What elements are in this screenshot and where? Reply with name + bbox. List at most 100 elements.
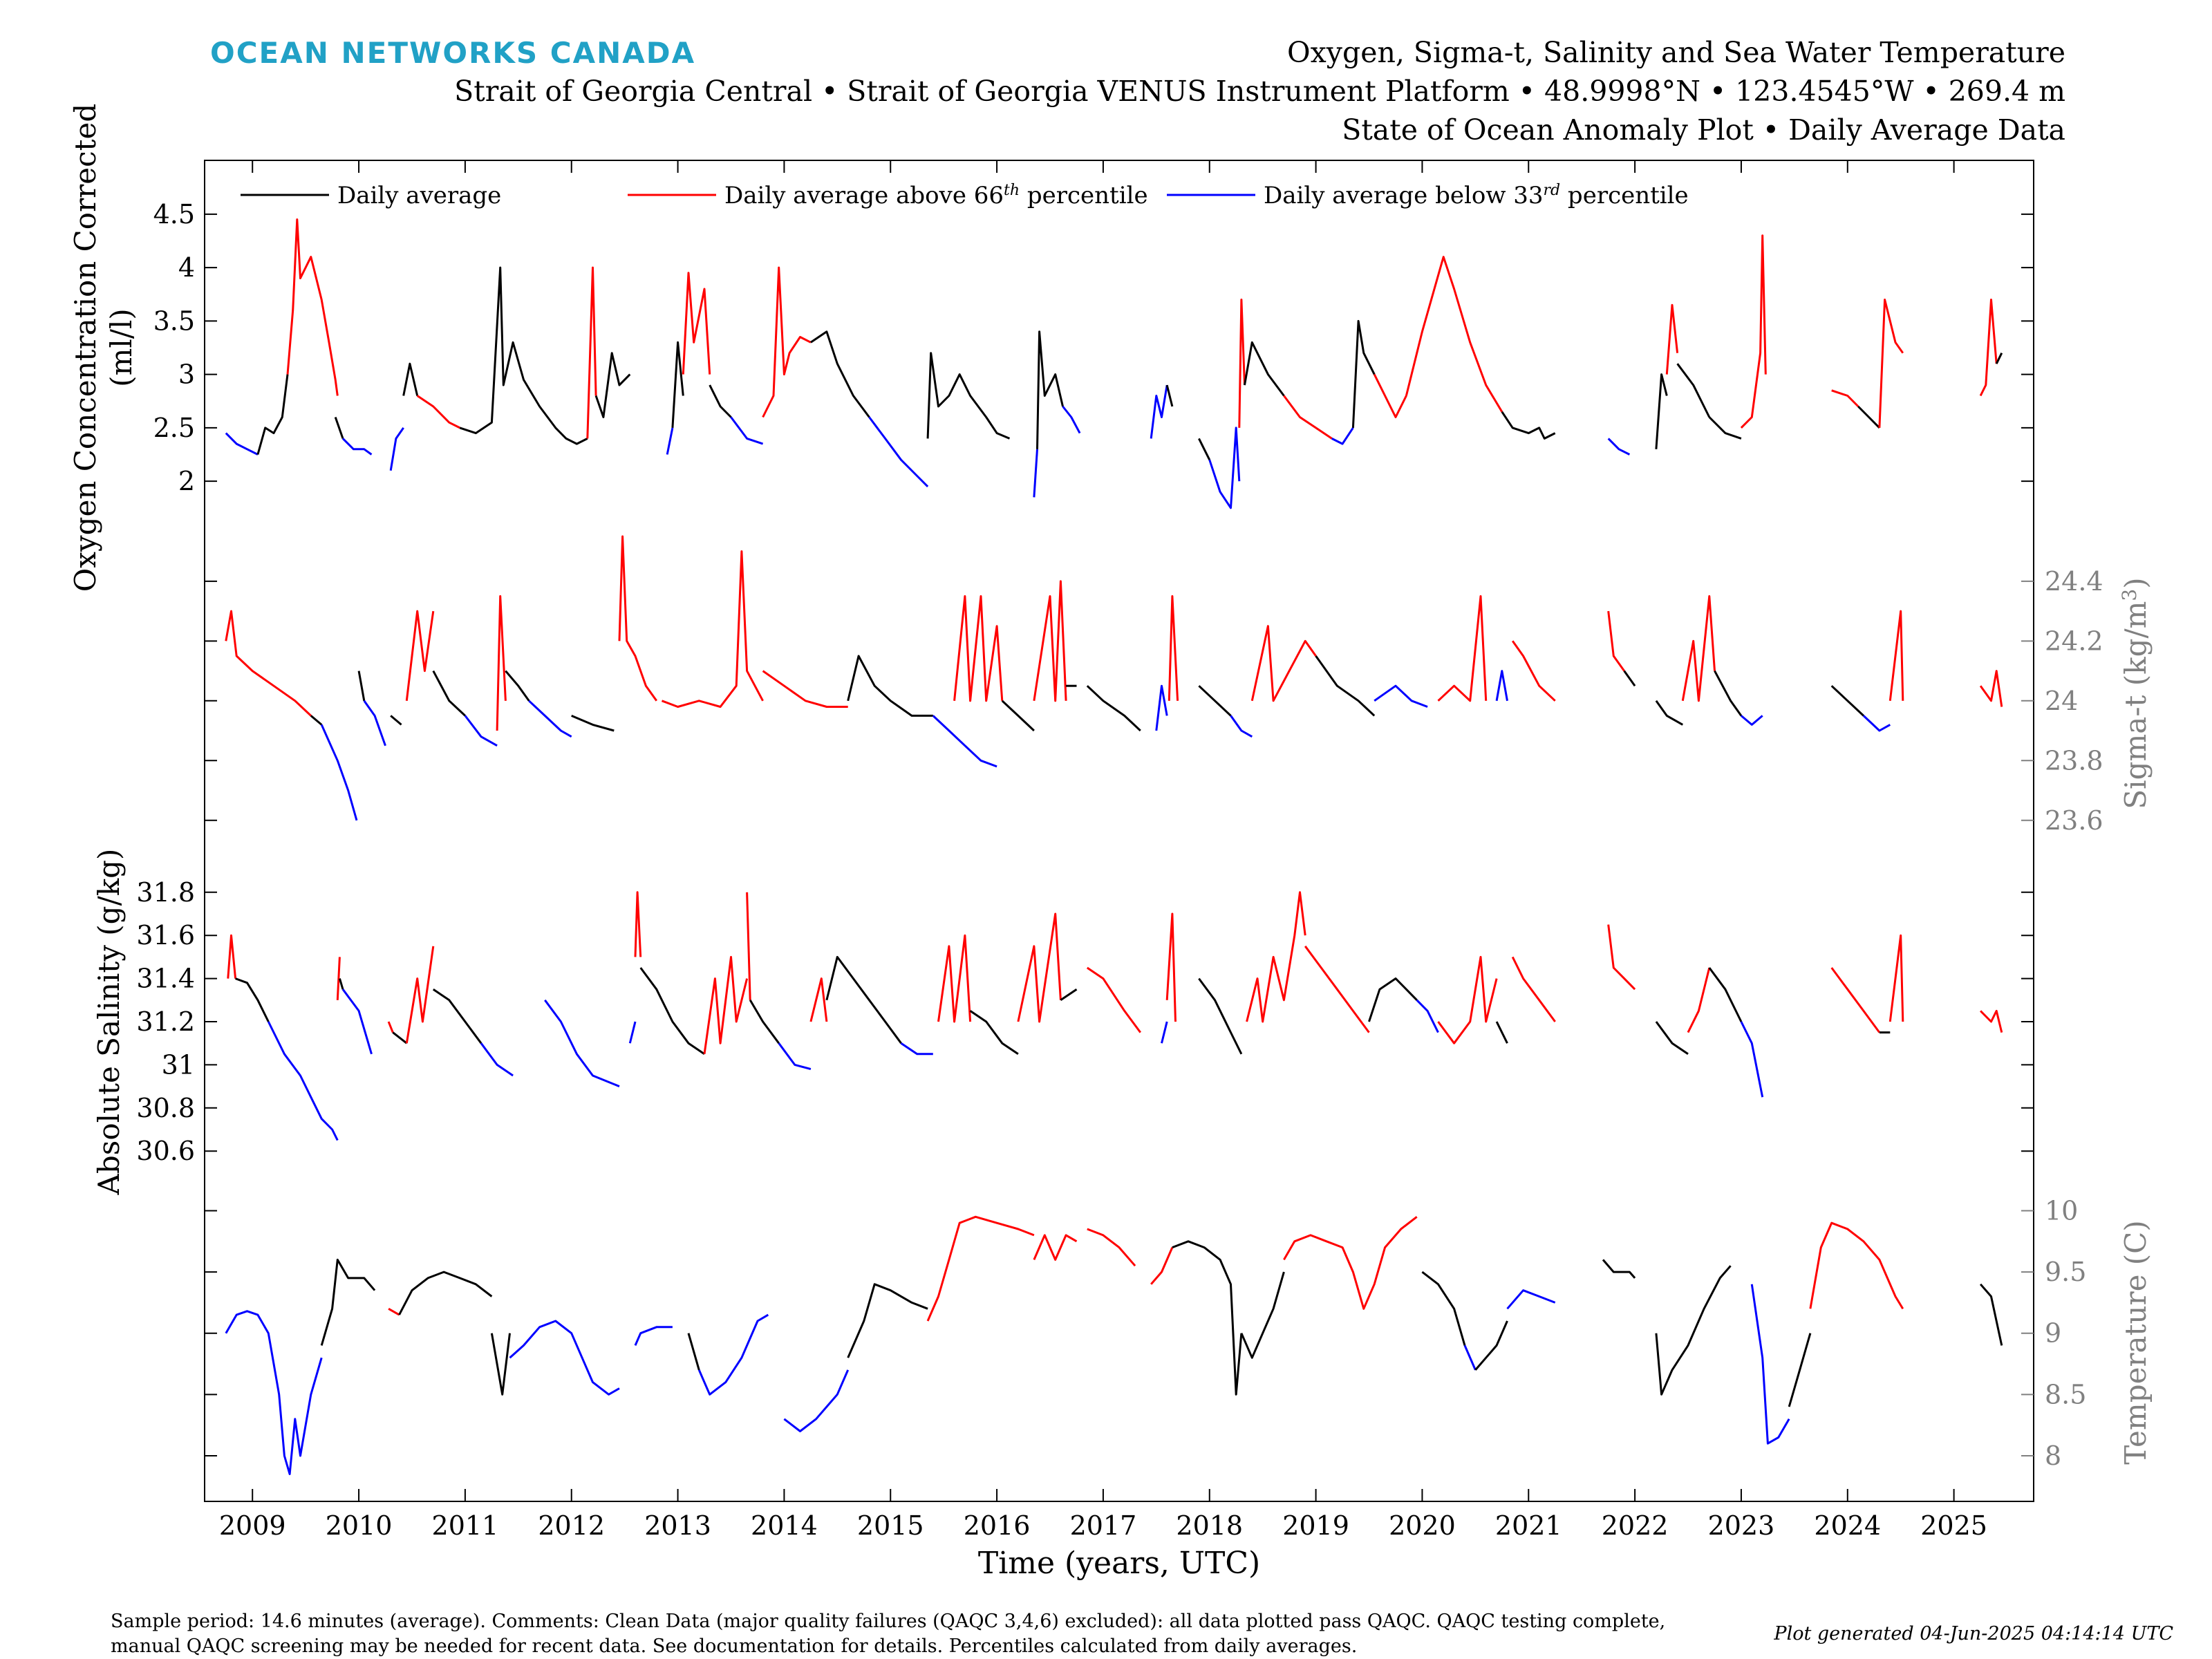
x-axis-label: Time (years, UTC) — [978, 1546, 1260, 1581]
plot-subtitle-location: Strait of Georgia Central • Strait of Ge… — [454, 75, 2065, 108]
series-segment-n — [390, 715, 402, 726]
series-segment-n — [1857, 405, 1880, 429]
x-tick-label: 2021 — [1495, 1510, 1562, 1541]
series-segment-r — [1607, 924, 1636, 991]
series-segment-b — [528, 700, 572, 738]
x-tick-label: 2010 — [326, 1510, 393, 1541]
series-segment-n — [1495, 1021, 1508, 1044]
series-segment-n — [1165, 384, 1174, 407]
series-segment-n — [847, 655, 933, 717]
series-segment-b — [341, 988, 373, 1055]
series-segment-r — [1017, 912, 1062, 1023]
series-segment-n — [1995, 353, 2003, 364]
y-tick-label: 4 — [178, 252, 195, 283]
series-segment-n — [459, 266, 588, 445]
series-segment-r — [387, 1021, 394, 1033]
x-tick-label: 2013 — [644, 1510, 711, 1541]
series-segment-r — [1304, 945, 1370, 1033]
series-segment-b — [363, 700, 386, 747]
y-tick-label: 9 — [2045, 1318, 2061, 1349]
series-segment-n — [320, 1258, 376, 1346]
y-axis-label-units: (ml/l) — [104, 308, 138, 387]
series-segment-b — [225, 1310, 323, 1475]
series-segment-b — [778, 1042, 812, 1071]
y-tick-label: 8 — [2045, 1441, 2061, 1471]
plot-generated-timestamp: Plot generated 04-Jun-2025 04:14:14 UTC — [1774, 1623, 2173, 1644]
plot-title: Oxygen, Sigma-t, Salinity and Sea Water … — [1287, 36, 2065, 69]
series-segment-r — [926, 1215, 1035, 1322]
y-tick-label: 30.6 — [136, 1136, 195, 1166]
series-segment-r — [618, 535, 658, 702]
series-segment-b — [1208, 427, 1241, 509]
series-segment-n — [671, 341, 684, 428]
series-segment-n — [1623, 670, 1636, 687]
series-segment-n — [490, 1333, 511, 1396]
series-segment-b — [1463, 1344, 1477, 1371]
footer-comment-line2: manual QAQC screening may be needed for … — [111, 1635, 1358, 1657]
series-segment-r — [1373, 373, 1407, 418]
series-segment-r — [1150, 1247, 1174, 1285]
series-segment-n — [571, 715, 615, 732]
series-segment-n — [1655, 1021, 1689, 1056]
series-segment-r — [809, 977, 828, 1022]
series-segment-r — [634, 891, 642, 957]
series-segment-b — [932, 715, 997, 768]
series-segment-r — [1830, 967, 1881, 1033]
series-segment-n — [1172, 1240, 1243, 1396]
x-tick-label: 2011 — [432, 1510, 499, 1541]
series-segment-n — [402, 362, 419, 396]
y-tick-label: 3.5 — [153, 306, 195, 336]
series-segment-r — [1740, 234, 1767, 429]
series-segment-b — [868, 416, 929, 487]
series-segment-n — [235, 977, 270, 1022]
series-segment-b — [1161, 1021, 1168, 1044]
series-segment-n — [1086, 685, 1141, 732]
series-segment-n — [687, 1333, 700, 1371]
y-tick-label: 24.4 — [2045, 566, 2103, 597]
series-segment-r — [496, 595, 507, 731]
series-segment-b — [1495, 670, 1508, 702]
series-segment-n — [1198, 977, 1243, 1055]
series-segment-b — [267, 1021, 339, 1141]
series-segment-b — [389, 427, 404, 471]
x-tick-label: 2019 — [1282, 1510, 1349, 1541]
series-segment-n — [1421, 1271, 1466, 1346]
y-tick-label: 31 — [162, 1049, 195, 1080]
series-segment-n — [505, 670, 530, 702]
series-segment-b — [730, 416, 764, 445]
series-segment-n — [1198, 685, 1232, 717]
series-segment-n — [1602, 1259, 1636, 1279]
y-axis-label: Absolute Salinity (g/kg) — [92, 849, 126, 1196]
y-tick-label: 4.5 — [153, 199, 195, 229]
series-segment-b — [1416, 999, 1439, 1033]
series-segment-n — [1708, 416, 1742, 440]
y-tick-label: 2 — [178, 466, 195, 496]
series-segment-r — [405, 610, 435, 701]
series-segment-b — [480, 1042, 514, 1077]
series-segment-r — [336, 957, 341, 1000]
series-segment-r — [1087, 1228, 1136, 1267]
series-segment-n — [1240, 1271, 1285, 1359]
series-segment-b — [1740, 1021, 1764, 1098]
series-segment-n — [398, 1271, 493, 1315]
series-segment-n — [1244, 341, 1285, 397]
series-segment-b — [783, 1369, 850, 1432]
series-segment-r — [682, 272, 711, 375]
series-segment-b — [1150, 384, 1168, 439]
y-axis-label: Oxygen Concentration Corrected — [68, 104, 102, 592]
series-segment-r — [1888, 934, 1904, 1022]
series-segment-n — [1708, 967, 1743, 1022]
y-tick-label: 31.4 — [136, 964, 195, 994]
series-segment-r — [1665, 303, 1679, 375]
series-segment-b — [1331, 427, 1354, 445]
series-segment-n — [709, 384, 732, 418]
series-segment-r — [1033, 580, 1067, 702]
series-segment-r — [227, 934, 237, 979]
x-tick-label: 2009 — [219, 1510, 286, 1541]
y-tick-label: 31.2 — [136, 1006, 195, 1037]
series-segment-n — [1001, 700, 1035, 732]
series-segment-r — [586, 266, 597, 439]
x-tick-label: 2017 — [1070, 1510, 1137, 1541]
x-tick-label: 2022 — [1602, 1510, 1669, 1541]
series-segment-n — [1830, 685, 1864, 717]
